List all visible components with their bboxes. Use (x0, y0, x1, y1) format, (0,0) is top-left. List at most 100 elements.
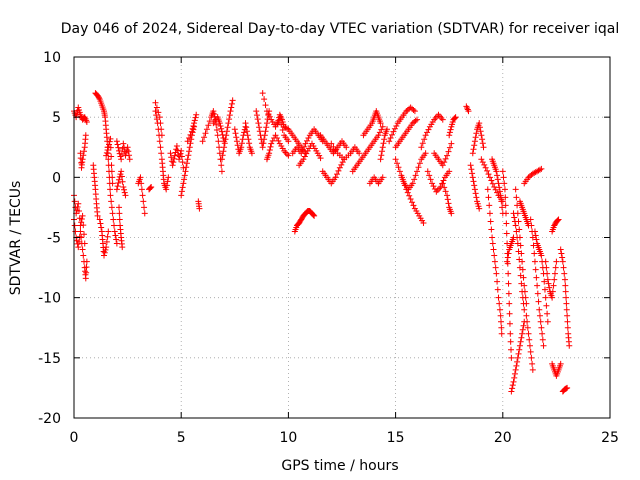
data-point (139, 192, 146, 199)
data-point (523, 300, 530, 307)
data-point (506, 310, 513, 317)
data-point (103, 152, 110, 159)
data-point (546, 284, 553, 291)
data-point (470, 146, 477, 153)
data-point (98, 224, 105, 231)
data-point (191, 120, 198, 127)
data-point (512, 186, 519, 193)
data-point (332, 147, 339, 154)
data-point (440, 177, 447, 184)
data-point (156, 138, 163, 145)
data-point (496, 300, 503, 307)
data-point (110, 216, 117, 223)
data-point (529, 360, 536, 367)
data-point (409, 180, 416, 187)
data-point (392, 156, 399, 163)
data-point (232, 130, 239, 137)
data-point (551, 270, 558, 277)
data-point (501, 186, 508, 193)
data-point (79, 156, 86, 163)
data-point (333, 171, 340, 178)
data-point (534, 282, 541, 289)
data-point (507, 338, 514, 345)
data-point (216, 144, 223, 151)
data-point (303, 150, 310, 157)
data-point (471, 138, 478, 145)
data-point (539, 330, 546, 337)
data-point (491, 183, 498, 190)
data-point (393, 122, 400, 129)
data-point (266, 150, 273, 157)
data-point (488, 226, 495, 233)
points-layer (71, 90, 573, 395)
data-point (515, 350, 522, 357)
data-point (228, 100, 235, 107)
data-point (497, 312, 504, 319)
data-point (399, 174, 406, 181)
data-point (152, 99, 159, 106)
data-point (519, 258, 526, 265)
data-point (107, 135, 114, 142)
data-point (422, 132, 429, 139)
data-point (508, 354, 515, 361)
data-point (406, 192, 413, 199)
data-point (439, 180, 446, 187)
data-point (476, 205, 483, 212)
data-point (158, 126, 165, 133)
data-point (105, 228, 112, 235)
data-point (489, 240, 496, 247)
data-point (377, 120, 384, 127)
data-point (486, 210, 493, 217)
data-point (403, 186, 410, 193)
data-point (502, 202, 509, 209)
data-point (108, 162, 115, 169)
data-point (218, 125, 225, 132)
data-point (163, 182, 170, 189)
data-point (109, 174, 116, 181)
data-point (504, 258, 511, 265)
data-point (510, 378, 517, 385)
data-point (255, 120, 262, 127)
data-point (563, 300, 570, 307)
y-tick-label: -20 (38, 411, 61, 427)
data-point (305, 135, 312, 142)
data-point (231, 126, 238, 133)
x-tick-label: 5 (177, 430, 186, 446)
data-point (118, 156, 125, 163)
data-point (544, 318, 551, 325)
data-point (183, 160, 190, 167)
data-point (400, 178, 407, 185)
data-point (411, 176, 418, 183)
data-point (213, 127, 220, 134)
data-point (515, 218, 522, 225)
y-tick-label: -5 (47, 231, 61, 247)
data-point (517, 338, 524, 345)
data-point (254, 116, 261, 123)
data-point (542, 294, 549, 301)
data-point (404, 189, 411, 196)
data-point (476, 124, 483, 131)
data-point (498, 318, 505, 325)
data-point (412, 117, 419, 124)
data-point (544, 310, 551, 317)
data-point (113, 240, 120, 247)
data-point (141, 204, 148, 211)
data-point (509, 382, 516, 389)
data-point (387, 135, 394, 142)
data-point (375, 132, 382, 139)
data-point (473, 194, 480, 201)
data-point (180, 180, 187, 187)
data-point (526, 342, 533, 349)
data-point (103, 149, 110, 156)
data-point (181, 172, 188, 179)
data-point (513, 194, 520, 201)
data-point (199, 138, 206, 145)
data-point (186, 148, 193, 155)
data-point (562, 282, 569, 289)
data-point (559, 254, 566, 261)
data-point (184, 138, 191, 145)
data-point (275, 137, 282, 144)
data-point (115, 144, 122, 151)
data-point (379, 148, 386, 155)
